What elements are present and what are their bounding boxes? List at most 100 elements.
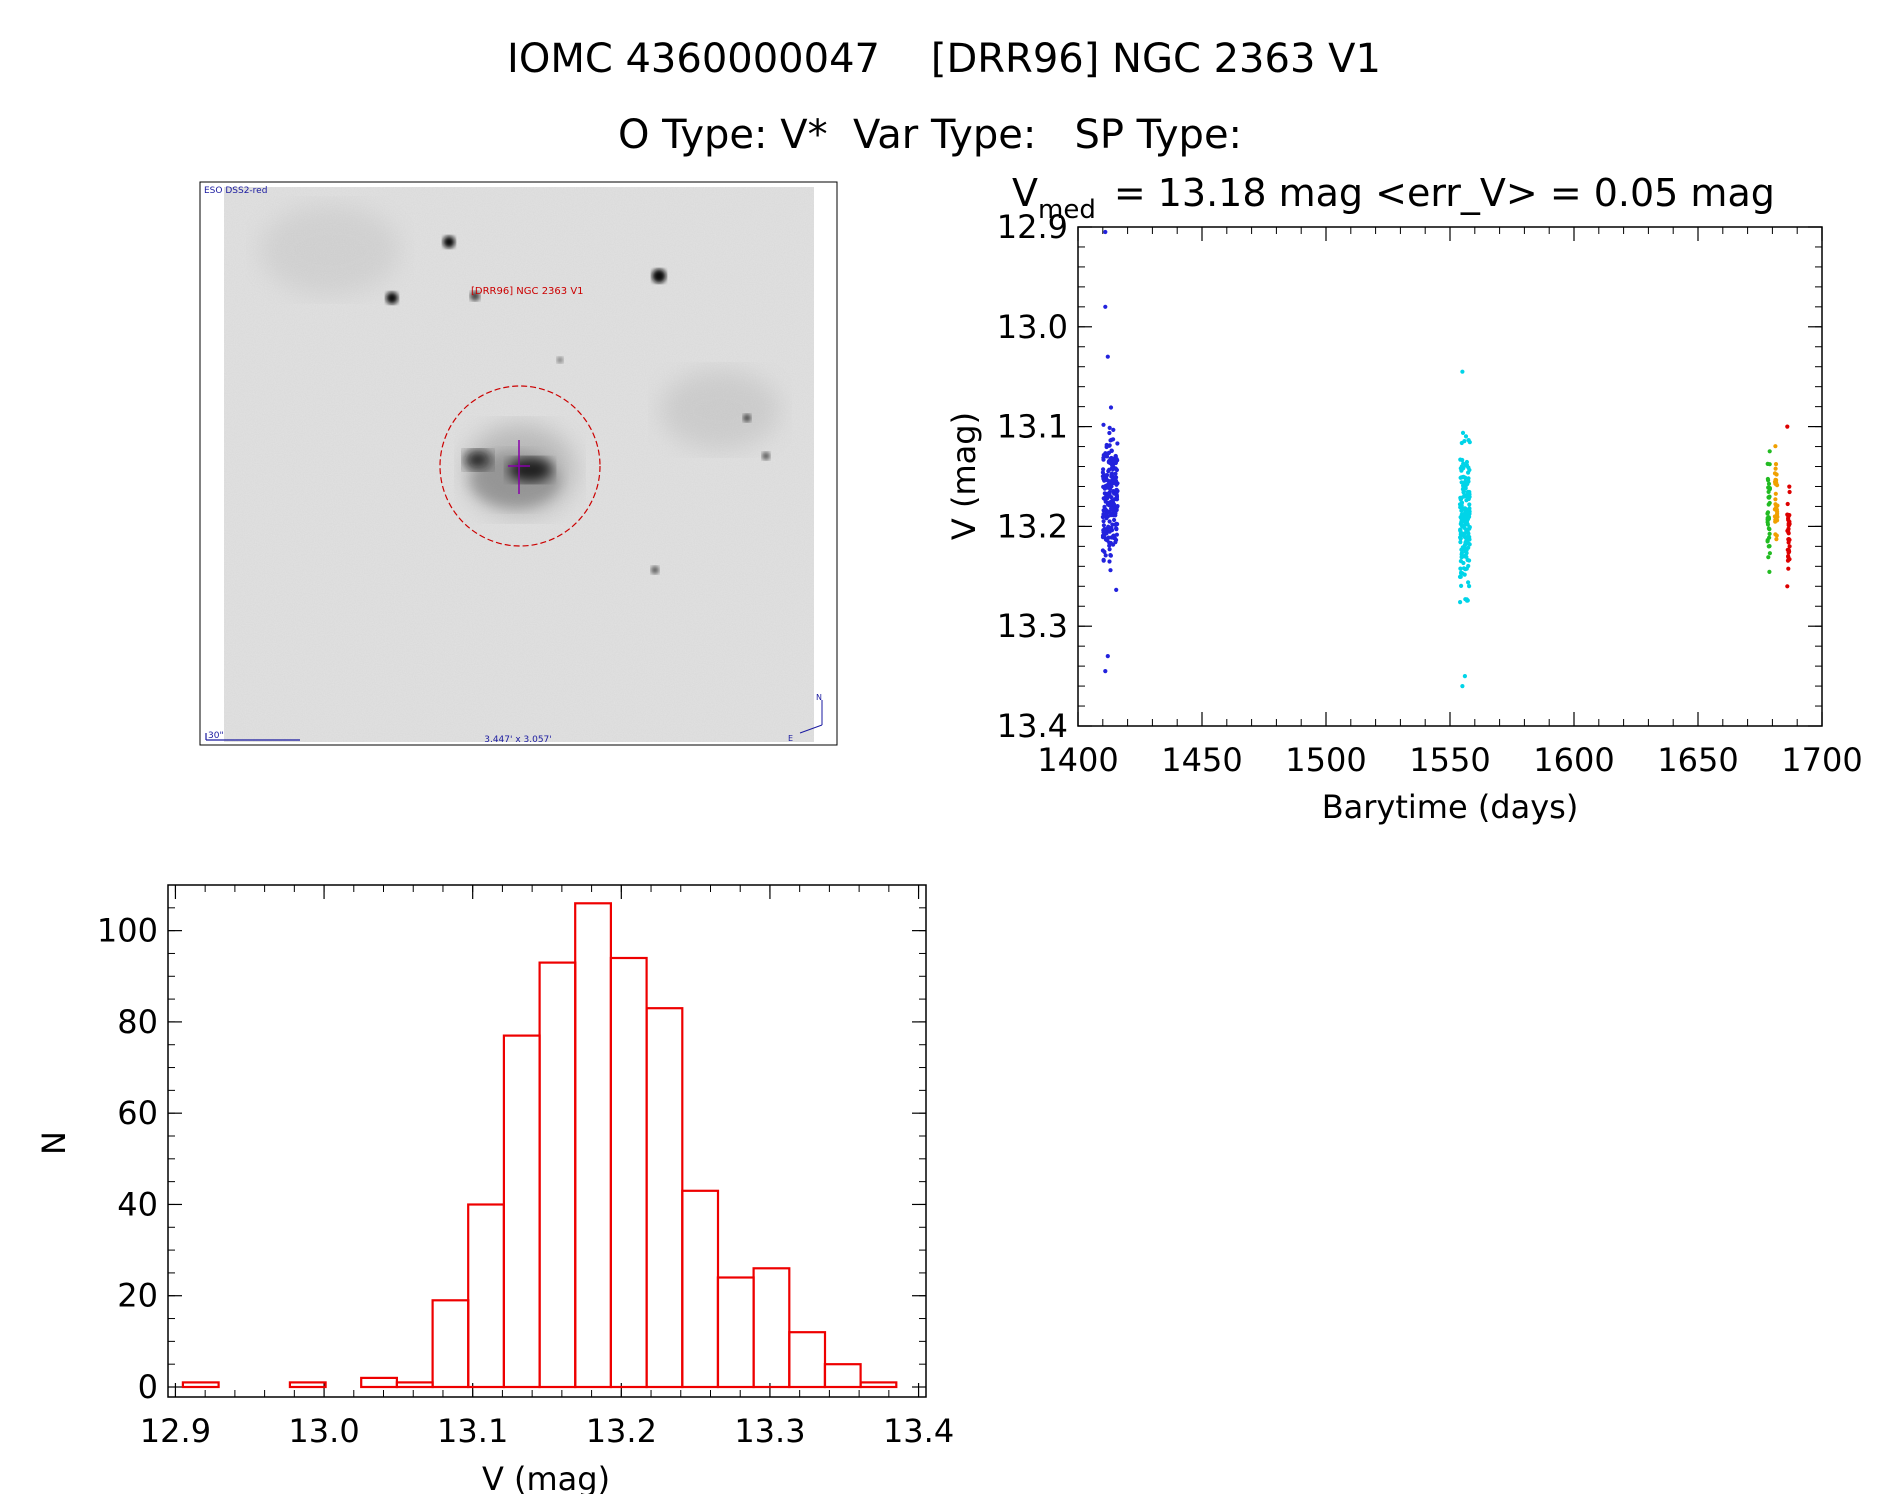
histogram-bar — [467, 1203, 506, 1389]
nebula-glow — [660, 370, 780, 450]
data-point-epoch-1 — [1114, 490, 1119, 495]
data-point-epoch-2 — [1458, 559, 1463, 564]
data-point-epoch-1 — [1107, 559, 1112, 564]
histogram-bar — [538, 961, 577, 1389]
data-point-epoch-1 — [1104, 478, 1110, 483]
x-tick-label: 12.9 — [140, 1412, 211, 1450]
data-point-epoch-2 — [1463, 434, 1469, 439]
data-point-epoch-1 — [1113, 453, 1118, 459]
data-point-epoch-2 — [1463, 514, 1468, 519]
data-point-epoch-2 — [1458, 527, 1463, 532]
data-point-epoch-3c — [1786, 540, 1791, 545]
y-tick-label: 12.9 — [997, 208, 1068, 246]
data-point-epoch-3b — [1772, 507, 1777, 512]
data-point-epoch-1 — [1108, 461, 1113, 466]
histogram-bar — [360, 1376, 399, 1389]
data-point-epoch-2 — [1466, 511, 1472, 517]
data-point-epoch-1 — [1114, 505, 1120, 510]
data-point-epoch-2 — [1463, 553, 1468, 558]
data-point-epoch-2 — [1467, 558, 1472, 563]
histogram-xlabel: V (mag) — [482, 1460, 610, 1494]
data-point-epoch-2 — [1458, 457, 1463, 462]
data-point-epoch-2 — [1465, 534, 1470, 539]
data-point-epoch-1 — [1106, 524, 1111, 529]
data-point-epoch-3a — [1766, 544, 1771, 549]
data-point-epoch-3a — [1765, 511, 1770, 516]
histogram-ticks: 12.9 13.0 13.1 13.2 13.3 13.4 0 20 40 60 80 100 — [97, 884, 954, 1450]
data-point-epoch-2 — [1461, 489, 1467, 494]
data-point-epoch-1 — [1106, 483, 1111, 488]
data-point-epoch-1 — [1103, 229, 1108, 235]
data-point-epoch-2 — [1459, 440, 1464, 446]
data-point-epoch-1 — [1114, 526, 1119, 531]
data-point-epoch-2 — [1467, 467, 1472, 473]
data-point-epoch-3a — [1765, 522, 1771, 527]
data-point-epoch-1 — [1107, 443, 1112, 448]
histogram-bar — [502, 1034, 541, 1389]
data-point-epoch-3b — [1772, 479, 1778, 484]
data-point-epoch-3b — [1773, 466, 1778, 471]
data-point-epoch-1 — [1111, 533, 1116, 538]
y-tick-label: 13.3 — [997, 607, 1068, 645]
x-tick-label: 13.1 — [437, 1412, 508, 1450]
histogram-ylabel: N — [35, 1131, 73, 1155]
x-tick-label: 13.2 — [586, 1412, 657, 1450]
data-point-epoch-1 — [1103, 553, 1108, 558]
x-tick-label: 13.3 — [734, 1412, 805, 1450]
data-point-epoch-2 — [1458, 566, 1463, 571]
aperture-circle — [439, 385, 601, 547]
histogram-bar — [859, 1381, 898, 1389]
data-point-epoch-2 — [1458, 495, 1463, 500]
data-point-epoch-1 — [1112, 459, 1118, 465]
star — [470, 291, 480, 301]
data-point-epoch-3b — [1773, 517, 1778, 522]
object-type-line: O Type: V* Var Type: SP Type: — [618, 112, 1242, 158]
data-point-epoch-1 — [1105, 654, 1110, 659]
histogram-bar — [395, 1381, 434, 1389]
data-point-epoch-2 — [1461, 517, 1466, 522]
title-subscript: med — [1038, 195, 1096, 225]
data-point-epoch-2 — [1457, 574, 1463, 580]
data-point-epoch-3c — [1785, 424, 1790, 429]
data-point-epoch-1 — [1110, 522, 1115, 527]
light-curve-ylabel: V (mag) — [945, 412, 983, 540]
x-tick-label: 1600 — [1533, 741, 1614, 779]
data-point-epoch-2 — [1458, 505, 1463, 510]
data-point-epoch-2 — [1465, 537, 1470, 542]
y-tick-label: 13.4 — [997, 707, 1068, 745]
data-point-epoch-2 — [1458, 532, 1463, 537]
data-point-epoch-2 — [1463, 597, 1468, 602]
data-point-epoch-1 — [1113, 522, 1118, 527]
data-point-epoch-2 — [1466, 438, 1471, 443]
y-tick-label: 100 — [97, 912, 158, 950]
data-point-epoch-1 — [1109, 472, 1114, 477]
data-point-epoch-1 — [1101, 558, 1106, 563]
data-point-epoch-1 — [1107, 547, 1112, 552]
data-point-epoch-2 — [1465, 507, 1470, 512]
data-point-epoch-1 — [1109, 456, 1114, 461]
data-point-epoch-1 — [1103, 474, 1108, 479]
data-point-epoch-3a — [1765, 539, 1770, 544]
scale-label: 30" — [208, 731, 224, 741]
data-point-epoch-2 — [1465, 494, 1470, 499]
star — [651, 566, 659, 574]
light-curve-chart: Vmed = 13.18 mag <err_V> = 0.05 mag 1400 1… — [945, 171, 1863, 826]
data-point-epoch-1 — [1109, 448, 1114, 453]
light-curve-points — [1100, 229, 1792, 689]
data-point-epoch-3c — [1787, 484, 1792, 489]
star — [386, 292, 398, 304]
data-point-epoch-3c — [1785, 501, 1790, 507]
histogram-bar — [609, 956, 648, 1389]
data-point-epoch-3b — [1773, 497, 1778, 502]
data-point-epoch-2 — [1460, 430, 1466, 435]
x-tick-label: 1400 — [1037, 741, 1118, 779]
data-point-epoch-3b — [1773, 491, 1778, 496]
data-point-epoch-2 — [1458, 535, 1463, 540]
data-point-epoch-3b — [1773, 444, 1778, 449]
data-point-epoch-1 — [1106, 500, 1111, 506]
data-point-epoch-3a — [1767, 462, 1772, 467]
data-point-epoch-1 — [1115, 441, 1120, 446]
histogram-frame — [167, 884, 927, 1398]
data-point-epoch-1 — [1114, 487, 1119, 492]
data-point-epoch-1 — [1107, 430, 1112, 436]
